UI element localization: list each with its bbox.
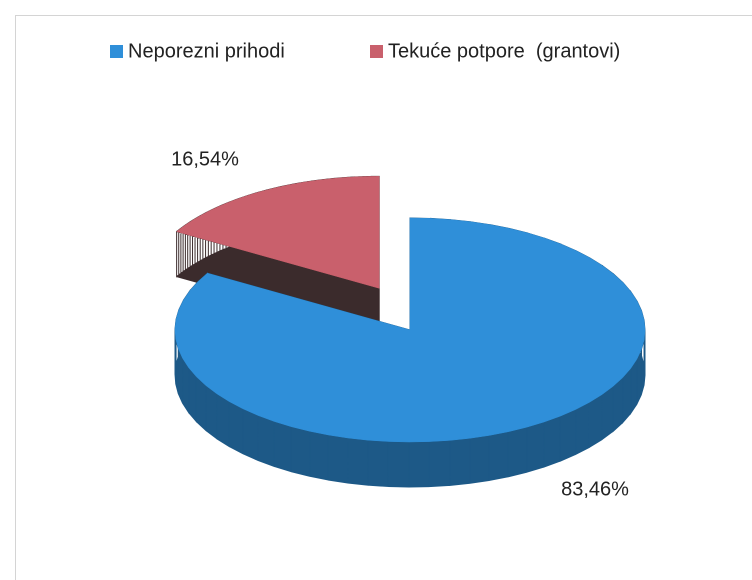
legend-label: Neporezni prihodi [128, 40, 285, 62]
chart-frame [15, 15, 752, 580]
data-label: 16,54% [171, 148, 239, 170]
slice [176, 176, 380, 289]
legend-label: Tekuće potpore (grantovi) [388, 40, 620, 62]
legend-swatch [110, 45, 123, 58]
legend-swatch [370, 45, 383, 58]
slice [174, 217, 646, 443]
data-label: 83,46% [561, 478, 629, 500]
